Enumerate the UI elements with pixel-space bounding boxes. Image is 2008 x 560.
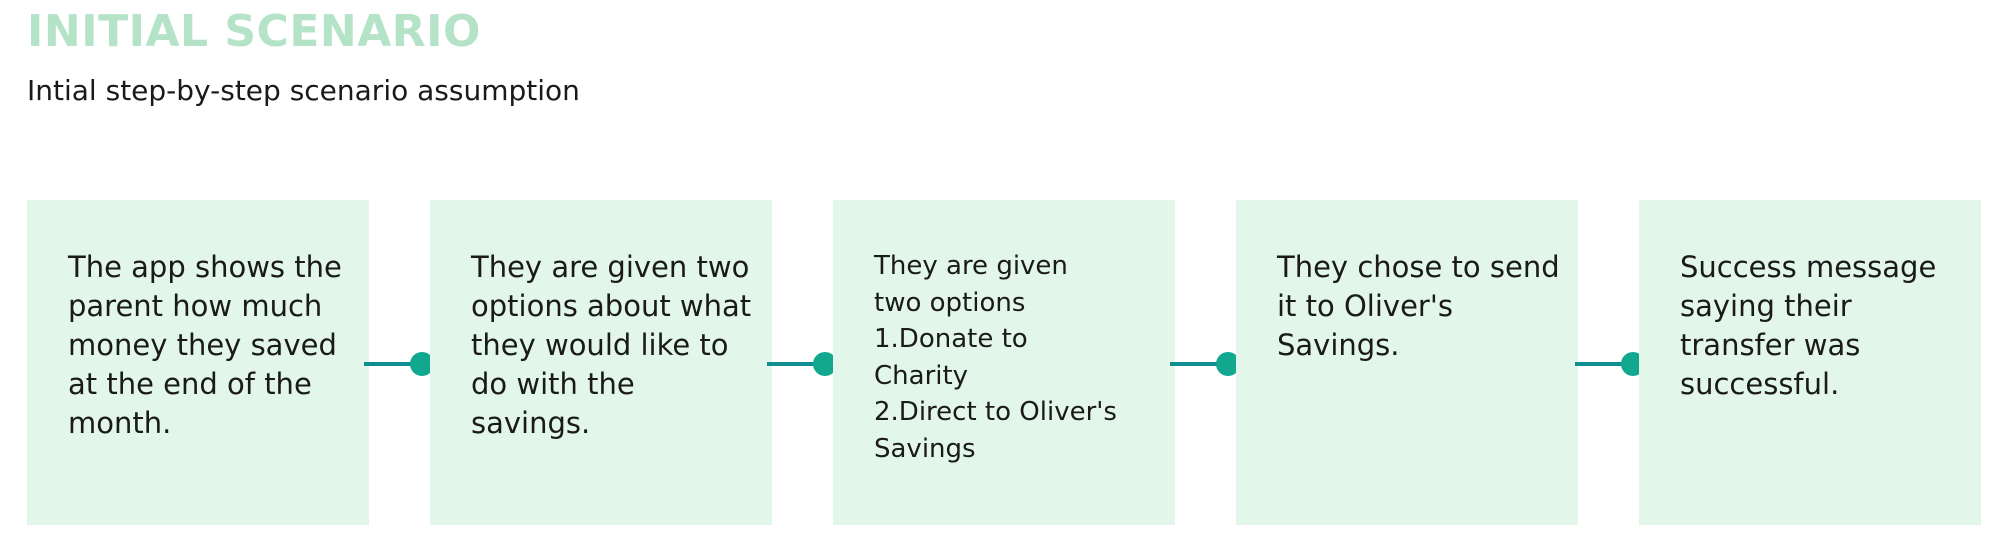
connector-line — [1575, 362, 1637, 366]
connector-4-5 — [1575, 352, 1645, 376]
connector-line — [1170, 362, 1232, 366]
step-3-option-1: 1.Donate to — [874, 324, 1028, 354]
step-1-box: The app shows the parent how much money … — [27, 200, 369, 525]
connector-3-4 — [1170, 352, 1240, 376]
step-2-box: They are given two options about what th… — [430, 200, 772, 525]
step-4-box: They chose to send it to Oliver's Saving… — [1236, 200, 1578, 525]
step-3-option-2: 2.Direct to Oliver's — [874, 397, 1117, 427]
step-5-box: Success message saying their transfer wa… — [1639, 200, 1981, 525]
step-1-text: The app shows the parent how much money … — [68, 250, 342, 440]
step-4-text: They chose to send it to Oliver's Saving… — [1277, 250, 1560, 362]
step-3-line: two options — [874, 287, 1026, 318]
step-3-box: They are given two options 1.Donate to C… — [833, 200, 1175, 525]
step-5-text: Success message saying their transfer wa… — [1680, 250, 1937, 401]
step-3-line: They are given — [874, 251, 1068, 281]
connector-2-3 — [767, 352, 837, 376]
step-3-line: Savings — [874, 433, 976, 464]
step-2-text: They are given two options about what th… — [471, 250, 752, 440]
step-3-line: Charity — [874, 360, 969, 391]
connector-1-2 — [364, 352, 434, 376]
page-title: INITIAL SCENARIO — [27, 6, 481, 57]
connector-line — [767, 362, 829, 366]
step-3-text: They are given two options 1.Donate to C… — [874, 248, 1164, 467]
connector-line — [364, 362, 426, 366]
page-subtitle: Intial step-by-step scenario assumption — [27, 74, 580, 107]
